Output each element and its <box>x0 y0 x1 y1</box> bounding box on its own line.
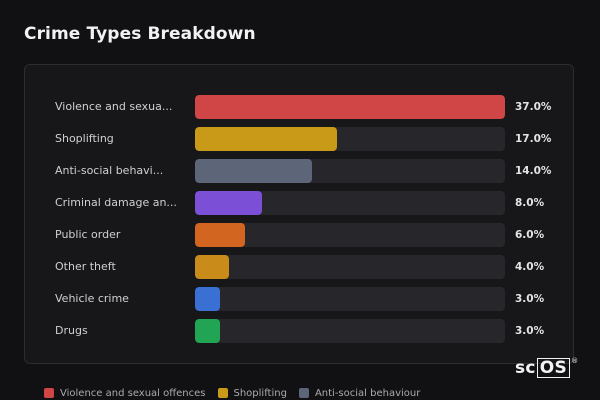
bar-track <box>195 95 505 119</box>
bar-value-label: 17.0% <box>515 133 552 145</box>
bar-value-label: 6.0% <box>515 229 545 241</box>
chart-title: Crime Types Breakdown <box>24 24 256 44</box>
bar-track <box>195 319 505 343</box>
legend-item: Violence and sexual offences <box>44 388 206 399</box>
bar-track <box>195 191 505 215</box>
legend-swatch <box>217 388 228 398</box>
bar-value-label: 8.0% <box>515 197 545 209</box>
bar-value-label: 3.0% <box>515 293 545 305</box>
bar-row: Anti-social behavi... 14.0% <box>25 159 573 183</box>
bar-value-label: 4.0% <box>515 261 545 273</box>
bar-row: Criminal damage an... 8.0% <box>25 191 573 215</box>
bar-label: Anti-social behavi... <box>55 164 164 177</box>
bar-value-label: 14.0% <box>515 165 552 177</box>
bar-row: Shoplifting 17.0% <box>25 127 573 151</box>
legend-item: Anti-social behaviour <box>298 387 421 399</box>
bar-label: Vehicle crime <box>55 292 129 305</box>
bar <box>195 127 337 151</box>
legend-swatch <box>44 388 54 398</box>
bar-label: Drugs <box>55 324 88 337</box>
chart-panel: Violence and sexua... 37.0% Shoplifting 17.… <box>24 64 574 364</box>
legend-label: Violence and sexual offences <box>60 387 206 399</box>
bar-track <box>195 255 505 279</box>
legend-item: Shoplifting <box>217 387 287 399</box>
bar-label: Shoplifting <box>55 132 114 145</box>
scos-logo: sc OS ® <box>515 357 578 379</box>
bar-row: Other theft 4.0% <box>25 255 573 279</box>
bar <box>195 255 229 279</box>
legend-swatch <box>298 388 309 398</box>
logo-text-boxed: OS <box>536 358 571 378</box>
bar <box>195 95 505 119</box>
chart-legend: Violence and sexual offences Shoplifting A… <box>44 386 420 400</box>
bar-value-label: 3.0% <box>515 325 545 337</box>
bar-track <box>195 127 505 151</box>
logo-text-left: sc <box>515 358 536 378</box>
bar-label: Other theft <box>55 260 116 273</box>
bar-track <box>195 223 505 247</box>
bar <box>195 159 312 183</box>
bar <box>195 319 220 343</box>
bar-row: Public order 6.0% <box>25 223 573 247</box>
bar-label: Violence and sexua... <box>55 100 173 113</box>
bar-label: Public order <box>55 228 121 241</box>
registered-mark: ® <box>571 357 579 365</box>
bar-label: Criminal damage an... <box>55 196 177 209</box>
bar-track <box>195 159 505 183</box>
legend-label: Anti-social behaviour <box>314 387 421 399</box>
bar <box>195 223 245 247</box>
bar-row: Vehicle crime 3.0% <box>25 287 573 311</box>
legend-label: Shoplifting <box>233 387 287 399</box>
bar <box>195 191 262 215</box>
bar-row: Violence and sexua... 37.0% <box>25 95 573 119</box>
bar <box>195 287 220 311</box>
bar-row: Drugs 3.0% <box>25 319 573 343</box>
bar-track <box>195 287 505 311</box>
bar-value-label: 37.0% <box>515 101 552 113</box>
